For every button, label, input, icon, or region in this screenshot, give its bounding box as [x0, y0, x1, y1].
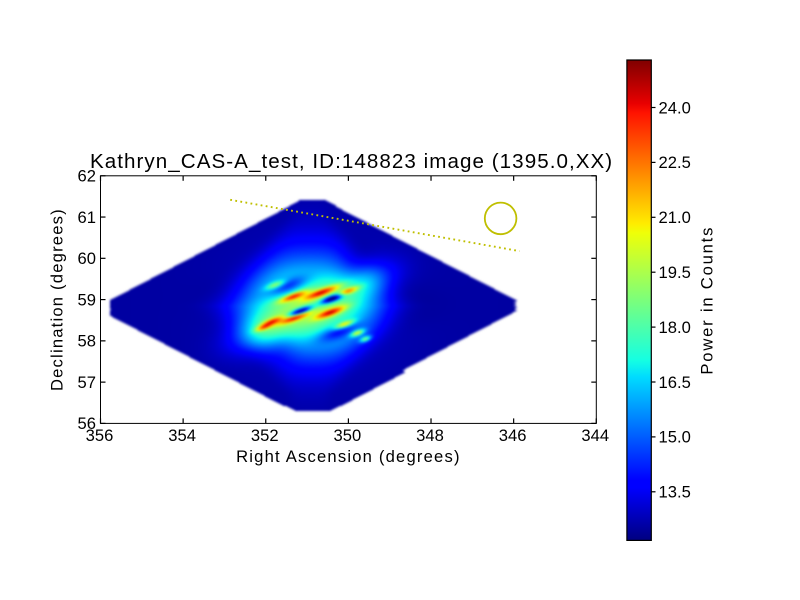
svg-text:354: 354	[168, 426, 196, 445]
svg-text:350: 350	[334, 426, 362, 445]
svg-text:56: 56	[78, 414, 96, 433]
svg-text:19.5: 19.5	[659, 263, 691, 282]
svg-text:Kathryn_CAS-A_test, ID:148823: Kathryn_CAS-A_test, ID:148823 image (139…	[90, 150, 613, 173]
svg-text:Power in Counts: Power in Counts	[698, 226, 717, 375]
svg-text:346: 346	[499, 426, 527, 445]
svg-text:58: 58	[78, 332, 96, 351]
svg-text:16.5: 16.5	[659, 373, 691, 392]
svg-text:62: 62	[78, 167, 96, 186]
svg-text:Declination (degrees): Declination (degrees)	[48, 208, 67, 391]
svg-text:60: 60	[78, 249, 96, 268]
svg-text:Right Ascension (degrees): Right Ascension (degrees)	[236, 447, 461, 466]
svg-text:59: 59	[78, 290, 96, 309]
svg-text:21.0: 21.0	[659, 208, 691, 227]
svg-text:57: 57	[78, 373, 96, 392]
svg-text:18.0: 18.0	[659, 318, 691, 337]
svg-text:356: 356	[86, 426, 114, 445]
svg-text:61: 61	[78, 208, 96, 227]
svg-text:348: 348	[416, 426, 444, 445]
svg-text:13.5: 13.5	[659, 483, 691, 502]
svg-text:15.0: 15.0	[659, 428, 691, 447]
svg-text:22.5: 22.5	[659, 153, 691, 172]
svg-text:344: 344	[581, 426, 609, 445]
svg-text:352: 352	[251, 426, 279, 445]
svg-text:24.0: 24.0	[659, 98, 691, 117]
